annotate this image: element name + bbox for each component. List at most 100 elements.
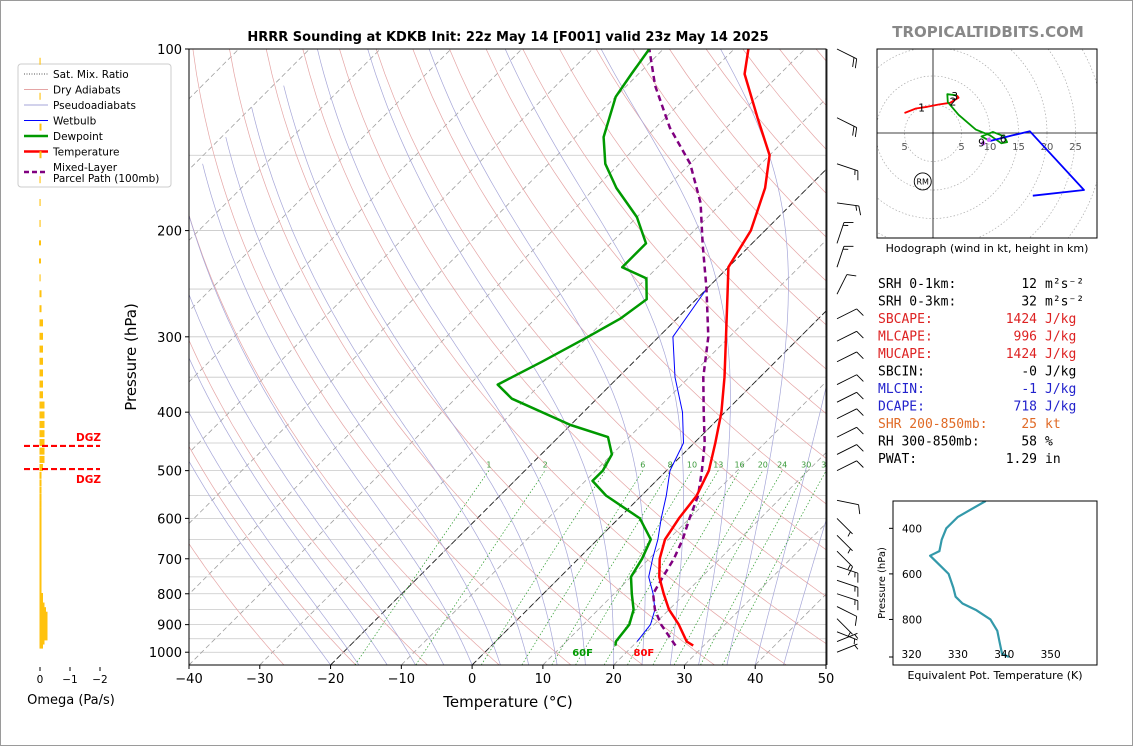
omega-xlabel: Omega (Pa/s): [27, 693, 115, 708]
mixing-ratio-label: 6: [640, 461, 645, 470]
omega-bar: [40, 514, 42, 521]
wind-barb: [837, 619, 853, 637]
wind-barb: [837, 580, 858, 596]
hodograph-height-label: 3: [951, 91, 958, 103]
stat-label: SBCAPE:: [878, 312, 933, 327]
theta-e-xlabel: Equivalent Pot. Temperature (K): [907, 669, 1082, 682]
omega-bar: [40, 527, 42, 534]
wind-barb-flag: [855, 128, 856, 137]
theta-e-x-tick-label: 340: [994, 649, 1014, 661]
x-tick-label: −10: [388, 672, 415, 687]
omega-bar: [40, 220, 41, 227]
wind-barb: [837, 551, 853, 575]
y-tick-label: 1000: [149, 646, 182, 661]
wind-barb: [837, 500, 860, 514]
mixing-ratio-label: 10: [687, 461, 697, 470]
wind-barb: [837, 409, 863, 419]
y-tick-label: 800: [157, 588, 182, 603]
omega-bar: [40, 290, 42, 297]
wind-barb: [837, 246, 853, 267]
stat-value: 1.29: [1006, 452, 1037, 467]
y-tick-label: 300: [157, 331, 182, 346]
wind-barb-staff: [837, 580, 858, 587]
y-tick-label: 400: [157, 406, 182, 421]
stat-value: -0: [1021, 365, 1037, 380]
omega-bar: [39, 240, 41, 245]
mixing-ratio-label: 20: [758, 461, 768, 470]
legend-label: Dry Adiabats: [53, 85, 121, 97]
omega-bar: [40, 151, 42, 158]
wind-barb: [837, 607, 857, 626]
wind-barb-staff: [837, 594, 858, 601]
hodograph-tick-label: 10: [984, 142, 997, 153]
wind-barb-flag: [857, 445, 864, 452]
wind-barb-half-flag: [855, 634, 858, 638]
wind-barb-half-flag: [848, 532, 850, 537]
omega-bar: [40, 93, 41, 100]
wind-barb-flag: [857, 392, 864, 399]
wind-barb-staff: [837, 644, 857, 652]
wind-barb-flag: [857, 309, 864, 316]
wind-barb-flag: [847, 275, 856, 276]
stat-label: SRH 0-3km:: [878, 295, 956, 310]
y-tick-label: 500: [157, 465, 182, 480]
stat-value: -1: [1021, 382, 1037, 397]
wind-barb-staff: [837, 409, 857, 419]
legend-label: Pseudoadiabats: [53, 100, 136, 112]
hodograph-caption: Hodograph (wind in kt, height in km): [886, 242, 1089, 255]
isotherm-line: [260, 49, 876, 665]
wind-barb: [837, 518, 853, 536]
omega-bar: [40, 421, 45, 428]
stat-label: SRH 0-1km:: [878, 277, 956, 292]
hodograph-dot: [987, 138, 991, 142]
mixing-ratio-line: [355, 471, 489, 665]
wind-barb-flag: [857, 461, 864, 468]
theta-e-x-tick-label: 320: [902, 649, 922, 661]
stat-unit: J/kg: [1045, 400, 1076, 415]
wind-barb-staff: [837, 222, 844, 243]
dry-adiabat: [816, 49, 1133, 665]
mixing-ratio-label: 24: [777, 461, 787, 470]
wind-barb-half-flag: [848, 565, 850, 570]
wind-barb-half-flag: [848, 549, 850, 554]
omega-bar: [40, 487, 42, 494]
stat-unit: J/kg: [1045, 330, 1076, 345]
mixing-ratio-label: 8: [668, 461, 673, 470]
omega-bar: [40, 333, 44, 340]
dry-adiabat: [266, 49, 714, 665]
stat-value: 58: [1021, 435, 1037, 450]
omega-bar: [40, 391, 44, 398]
legend-label: Wetbulb: [53, 116, 97, 128]
wind-barb: [837, 644, 858, 652]
wind-barb-staff: [837, 118, 857, 128]
legend-label: Temperature: [52, 147, 120, 159]
omega-bar: [39, 258, 41, 263]
wind-barb-staff: [837, 49, 857, 59]
hodograph-tick-label: 25: [1069, 142, 1082, 153]
wind-barb-staff: [837, 632, 857, 640]
stat-unit: %: [1045, 435, 1053, 450]
wind-barb-staff: [837, 518, 853, 534]
stat-label: PWAT:: [878, 452, 917, 467]
skewt-ylabel: Pressure (hPa): [122, 303, 140, 411]
omega-bar: [40, 448, 45, 455]
skewt-profiles: [498, 49, 770, 646]
wind-barb: [837, 118, 857, 137]
mixing-ratio-line: [481, 471, 605, 665]
dry-adiabat: [193, 49, 571, 665]
wind-barb: [837, 164, 858, 180]
wind-barb-flag: [857, 352, 864, 359]
wind-barb: [837, 427, 863, 437]
wind-barb-staff: [837, 566, 858, 573]
stat-unit: J/kg: [1045, 312, 1076, 327]
omega-bar: [40, 501, 42, 508]
pseudoadiabat: [252, 108, 529, 666]
hodograph-height-label: 1: [918, 102, 925, 114]
